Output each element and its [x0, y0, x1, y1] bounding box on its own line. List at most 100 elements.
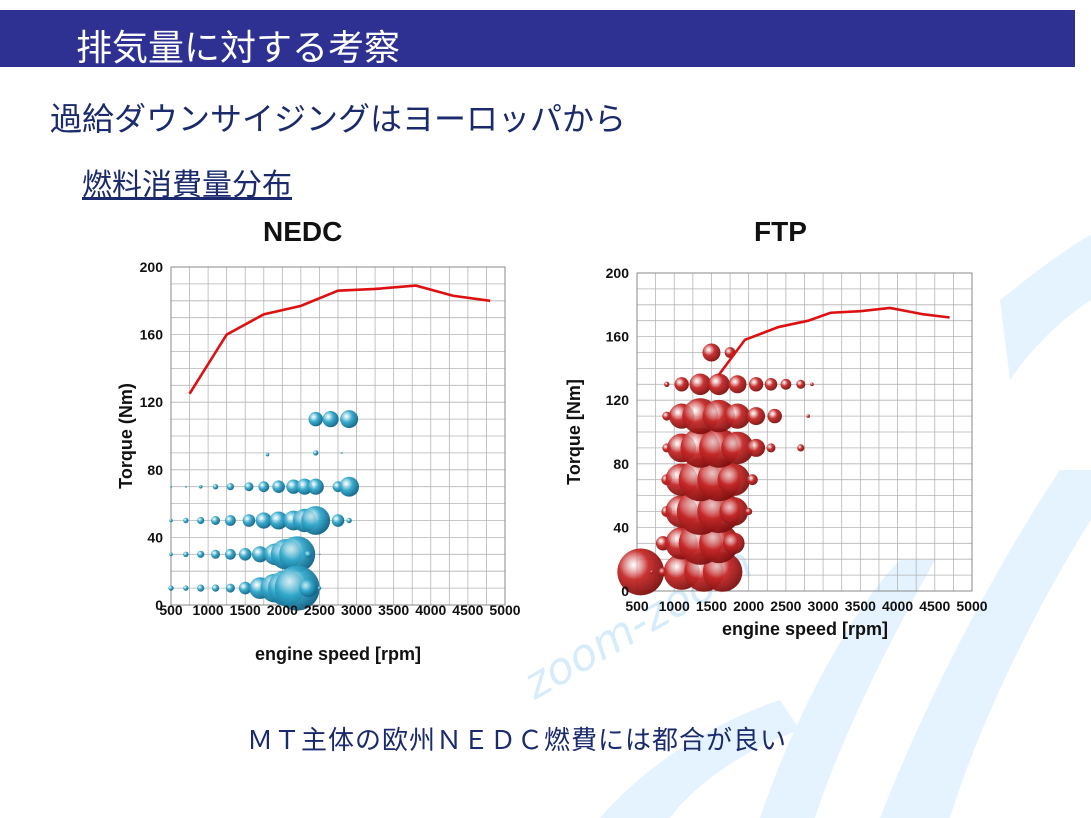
y-tick-label: 0 [155, 597, 163, 613]
y-tick-label: 40 [147, 529, 163, 545]
bubble-point [272, 480, 285, 493]
x-axis-label: engine speed [rpm] [255, 644, 421, 664]
bubble-point [279, 536, 316, 573]
y-axis-label: Torque (Nm) [116, 383, 136, 489]
bubble-point [702, 399, 736, 433]
bubble-point [728, 375, 747, 394]
title-bar: 排気量に対する考察 [0, 10, 1075, 69]
bubble-point [313, 450, 319, 456]
bubble-point [745, 507, 753, 516]
plot-frame [636, 272, 973, 592]
bubble-point [212, 484, 219, 490]
max-torque-curve [188, 284, 491, 395]
x-tick-label: 5000 [489, 602, 520, 618]
x-tick-label: 5000 [956, 598, 987, 614]
bubble-point [699, 523, 739, 564]
x-tick-label: 4000 [415, 602, 446, 618]
bubble-point [339, 476, 360, 497]
x-tick-label: 1000 [659, 598, 690, 614]
bubble-point [340, 451, 343, 454]
bubble-point [225, 583, 235, 593]
bubble-point [317, 586, 322, 590]
max-torque-curve [717, 306, 950, 376]
bubble-point [251, 546, 269, 563]
bubble-point [617, 548, 665, 596]
bubbles [617, 343, 814, 596]
y-tick-label: 160 [140, 327, 164, 343]
x-tick-label: 2000 [733, 598, 764, 614]
y-tick-label: 200 [140, 259, 164, 275]
bubble-point [184, 485, 187, 488]
y-tick-label: 0 [621, 583, 629, 599]
bubble-point [721, 431, 754, 465]
bubble-point [242, 514, 256, 527]
bubble-point [810, 382, 814, 387]
bubble-point [183, 551, 189, 557]
bubble-point [796, 379, 806, 389]
bubble-point [662, 411, 672, 421]
bubble-point [717, 463, 750, 496]
x-tick-label: 4500 [452, 602, 483, 618]
bubble-point [702, 343, 721, 362]
x-tick-label: 4500 [919, 598, 950, 614]
y-tick-label: 80 [613, 456, 629, 472]
x-tick-label: 1500 [230, 602, 261, 618]
bubble-point [806, 414, 811, 418]
bubble-point [764, 378, 778, 391]
bubble-point [674, 377, 689, 392]
bubble-point [308, 411, 323, 427]
bubble-point [197, 550, 205, 558]
grid [170, 266, 506, 606]
bubble-point [797, 444, 805, 452]
ftp-chart: 500 1000 1500 2000 2500 3000 3500 4000 4500 5000 0… [564, 265, 988, 639]
bubble-point [238, 581, 252, 595]
bubble-point [197, 584, 205, 592]
bubble-point [211, 584, 220, 592]
y-tick-label: 160 [606, 329, 630, 345]
bubble-point [183, 585, 189, 591]
bubble-point [265, 452, 270, 457]
bubble-point [746, 474, 758, 486]
section-heading: 燃料消費量分布 [82, 168, 292, 203]
bubble-point [650, 570, 654, 574]
x-tick-label: 2500 [770, 598, 801, 614]
x-tick-label: 500 [159, 602, 183, 618]
bubble-point [331, 514, 345, 527]
slide-footer-note: ＭＴ主体の欧州ＮＥＤＣ燃費には都合が良い [247, 726, 788, 756]
x-tick-label: 1500 [696, 598, 727, 614]
bubble-point [747, 407, 766, 426]
bubble-point [299, 579, 318, 598]
bubble-point [211, 516, 221, 525]
bubble-point [689, 373, 712, 396]
y-tick-label: 200 [606, 265, 630, 281]
bubble-point [722, 532, 745, 555]
bubble-point [724, 403, 751, 429]
y-tick-label: 120 [140, 394, 164, 410]
x-tick-label: 1000 [193, 602, 224, 618]
bubble-point [183, 517, 189, 524]
x-axis-label: engine speed [rpm] [722, 619, 888, 639]
x-tick-label: 3500 [378, 602, 409, 618]
bubble-point [197, 516, 205, 525]
bubble-point [226, 483, 234, 491]
bubble-point [780, 378, 792, 390]
bubble-point [318, 553, 321, 556]
bubble-point [244, 482, 254, 492]
bubble-point [719, 497, 749, 526]
slide-title: 排気量に対する考察 [76, 28, 401, 69]
plot-frame [170, 266, 506, 606]
bubble-point [211, 549, 221, 559]
x-tick-label: 2500 [304, 602, 335, 618]
bubble-point [255, 512, 272, 529]
bubble-point [274, 565, 320, 611]
bubble-point [170, 485, 172, 488]
bubble-point [664, 381, 670, 387]
bubble-point [169, 518, 173, 523]
bubble-point [286, 479, 301, 494]
y-tick-label: 40 [613, 519, 629, 535]
x-tick-label: 500 [625, 598, 649, 614]
bubble-point [224, 548, 236, 560]
y-axis-label: Torque [Nm] [564, 379, 584, 485]
slide-subtitle: 過給ダウンサイジングはヨーロッパから [50, 100, 627, 138]
bubble-point [322, 411, 339, 428]
